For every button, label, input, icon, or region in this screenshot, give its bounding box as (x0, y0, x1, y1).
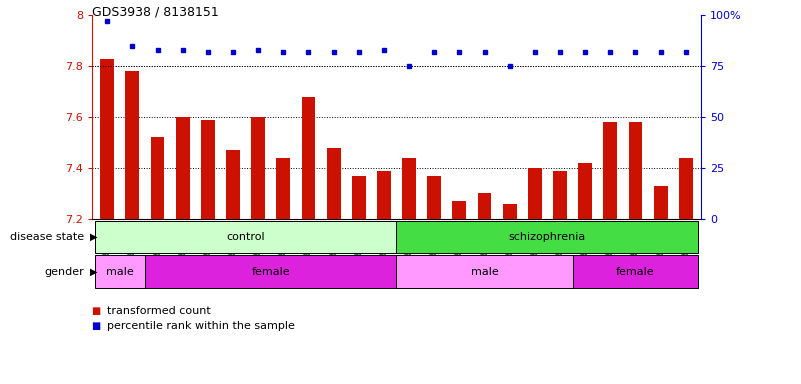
Text: schizophrenia: schizophrenia (509, 232, 586, 242)
Bar (201, 120, 215, 219)
Bar (126, 71, 139, 219)
Bar (95, 221, 396, 253)
Text: ▶: ▶ (90, 232, 97, 242)
Bar (276, 158, 290, 219)
Bar (553, 170, 567, 219)
Bar (301, 97, 316, 219)
Bar (145, 255, 396, 288)
Bar (573, 255, 698, 288)
Text: GDS3938 / 8138151: GDS3938 / 8138151 (92, 6, 219, 19)
Text: gender: gender (44, 266, 84, 277)
Bar (396, 221, 698, 253)
Bar (402, 158, 416, 219)
Bar (377, 170, 391, 219)
Bar (352, 175, 366, 219)
Text: disease state: disease state (10, 232, 84, 242)
Bar (578, 163, 592, 219)
Bar (654, 186, 667, 219)
Bar (226, 150, 240, 219)
Text: ■: ■ (92, 306, 104, 316)
Bar (427, 175, 441, 219)
Bar (679, 158, 693, 219)
Bar (252, 117, 265, 219)
Text: transformed count: transformed count (107, 306, 211, 316)
Bar (503, 204, 517, 219)
Text: male: male (106, 266, 134, 277)
Text: ■: ■ (92, 321, 104, 331)
Text: control: control (226, 232, 265, 242)
Text: ▶: ▶ (90, 266, 97, 277)
Bar (327, 148, 340, 219)
Bar (528, 168, 541, 219)
Bar (396, 255, 573, 288)
Bar (629, 122, 642, 219)
Text: male: male (471, 266, 498, 277)
Text: female: female (252, 266, 290, 277)
Bar (453, 201, 466, 219)
Bar (603, 122, 618, 219)
Bar (95, 255, 145, 288)
Bar (151, 137, 164, 219)
Bar (100, 59, 114, 219)
Text: female: female (616, 266, 654, 277)
Text: percentile rank within the sample: percentile rank within the sample (107, 321, 295, 331)
Bar (175, 117, 190, 219)
Bar (477, 194, 492, 219)
